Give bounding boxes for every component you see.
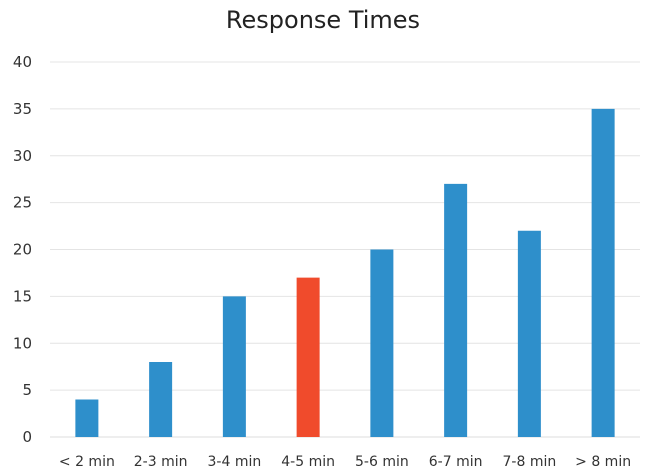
x-tick-label: 4-5 min [281, 454, 335, 470]
x-tick-label: 5-6 min [355, 454, 409, 470]
y-tick-label: 30 [13, 147, 32, 165]
x-tick-label: 7-8 min [503, 454, 557, 470]
y-tick-label: 5 [22, 381, 32, 399]
x-tick-label: 6-7 min [429, 454, 483, 470]
x-tick-label: > 8 min [575, 454, 631, 470]
bar-0 [75, 399, 99, 437]
chart-title: Response Times [225, 6, 421, 34]
bar-1 [149, 362, 173, 437]
y-tick-label: 15 [13, 287, 32, 305]
bar-5 [444, 183, 468, 437]
x-tick-label: 2-3 min [134, 454, 188, 470]
x-tick-label: < 2 min [59, 454, 115, 470]
bar-2 [222, 296, 246, 437]
bar-4 [370, 249, 394, 437]
bars [75, 108, 615, 437]
y-tick-label: 35 [13, 100, 32, 118]
bar-7 [591, 108, 615, 437]
x-tick-label: 3-4 min [208, 454, 262, 470]
bar-3 [296, 277, 320, 437]
y-tick-label: 20 [13, 241, 32, 259]
y-tick-label: 10 [13, 334, 32, 352]
y-tick-label: 25 [13, 194, 32, 212]
bar-6 [517, 230, 541, 437]
gridlines [50, 61, 640, 438]
y-tick-label: 40 [13, 53, 32, 71]
y-tick-label: 0 [22, 428, 32, 446]
x-axis-labels: < 2 min 2-3 min 3-4 min 4-5 min 5-6 min 6-7 m… [59, 454, 631, 470]
y-axis-ticks: 0 5 10 15 20 25 30 35 40 [13, 53, 32, 446]
